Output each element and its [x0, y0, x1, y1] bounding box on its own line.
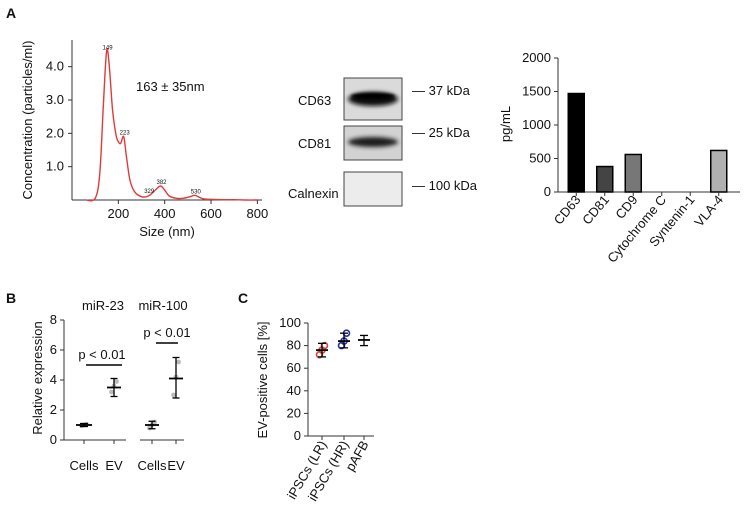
evpos-y-tick-label: 100: [279, 315, 301, 330]
bar: [624, 153, 642, 193]
blot-size-25kda: — 25 kDa: [412, 125, 471, 140]
nta-y-label: Concentration (particles/ml): [20, 41, 35, 200]
bar: [567, 92, 585, 193]
evpos-y-label: EV-positive cells [%]: [255, 321, 270, 438]
blot-size-100kda: — 100 kDa: [412, 178, 478, 193]
nta-y-tick-label: 4.0: [46, 59, 64, 74]
bar-y-tick-label: 1000: [522, 117, 551, 132]
mirna-x-tick-label: Cells: [138, 458, 167, 473]
bar: [596, 165, 614, 193]
evpos-y-tick-label: 60: [287, 360, 301, 375]
nta-y-tick-label: 2.0: [46, 125, 64, 140]
nta-y-tick-label: 1.0: [46, 159, 64, 174]
bar-y-tick-label: 0: [544, 184, 551, 199]
mirna-x-tick-label: EV: [105, 458, 123, 473]
mirna-y-tick-label: 4: [50, 372, 57, 387]
bar-category-label: CD63: [551, 192, 584, 227]
mirna-chart: Relative expression miR-23 miR-100 p < 0…: [30, 298, 191, 473]
ev-positive-chart: EV-positive cells [%] 020406080100iPSCs …: [255, 315, 374, 504]
mirna-data-point: [109, 389, 114, 395]
mirna-data-point: [171, 392, 176, 398]
bar: [710, 149, 728, 193]
panel-label-c: C: [238, 290, 248, 306]
mirna-data-point: [176, 359, 181, 365]
nta-size-annotation: 163 ± 35nm: [136, 79, 205, 94]
mirna-y-label: Relative expression: [30, 321, 45, 434]
nta-peak-label: 530: [191, 189, 202, 195]
mirna-data-point: [114, 379, 119, 384]
blot-label-cd81: CD81: [298, 136, 331, 151]
mirna-y-tick-label: 6: [50, 342, 57, 357]
nta-x-tick-label: 600: [200, 206, 222, 221]
mirna-pvalue-mir100: p < 0.01: [143, 325, 190, 340]
mirna-title-mir23: miR-23: [82, 298, 124, 313]
blot-size-37kda: — 37 kDa: [412, 83, 471, 98]
mirna-title-mir100: miR-100: [138, 298, 187, 313]
mirna-pvalue-mir23: p < 0.01: [78, 347, 125, 362]
mirna-y-tick-label: 8: [50, 312, 57, 327]
evpos-y-tick-label: 80: [287, 338, 301, 353]
bar-y-tick-label: 500: [529, 151, 551, 166]
nta-peak-label: 223: [120, 131, 131, 137]
blot-lane-calnexin: [343, 171, 403, 207]
bar-y-label: pg/mL: [498, 106, 513, 142]
evpos-y-tick-label: 0: [294, 428, 301, 443]
blot-lane-cd63: [343, 77, 403, 121]
nta-peak-label: 382: [157, 180, 168, 186]
mirna-y-tick-label: 0: [50, 432, 57, 447]
mirna-data-point: [152, 419, 157, 425]
nta-x-label: Size (nm): [139, 224, 195, 239]
nta-x-tick-label: 200: [107, 206, 129, 221]
bar-y-tick-label: 2000: [522, 50, 551, 65]
evpos-y-tick-label: 20: [287, 405, 301, 420]
blot-label-cd63: CD63: [298, 93, 331, 108]
panel-label-b: B: [6, 290, 16, 306]
nta-y-tick-label: 3.0: [46, 92, 64, 107]
bar-y-tick-label: 1500: [522, 84, 551, 99]
bar-category-label: CD81: [579, 192, 612, 227]
nta-x-tick-label: 400: [154, 206, 176, 221]
nta-concentration-line: [85, 48, 258, 202]
western-blot: CD63 CD81 Calnexin — 37 kDa — 25 kDa — 1…: [288, 77, 478, 207]
bar-category-label: VLA-4: [691, 192, 726, 229]
mirna-y-tick-label: 2: [50, 402, 57, 417]
panel-label-a: A: [6, 5, 16, 21]
evpos-y-tick-label: 40: [287, 383, 301, 398]
mirna-x-tick-label: Cells: [70, 458, 99, 473]
nta-peak-label: 149: [103, 46, 114, 52]
nta-chart: Concentration (particles/ml) Size (nm) 1…: [20, 40, 268, 239]
nta-x-tick-label: 800: [247, 206, 269, 221]
blot-lane-cd81: [343, 125, 403, 161]
blot-label-calnexin: Calnexin: [288, 186, 339, 201]
mirna-x-tick-label: EV: [167, 458, 185, 473]
nta-peak-label: 329: [144, 189, 155, 195]
